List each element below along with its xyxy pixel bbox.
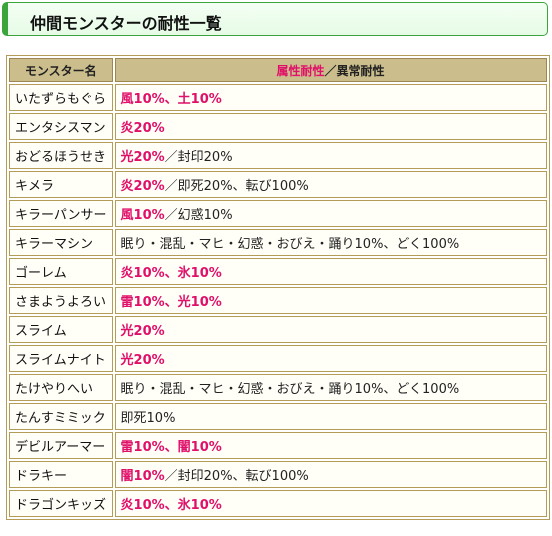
table-row: キラーパンサー 風10%／幻惑10% (9, 200, 547, 227)
monster-name-cell: たんすミミック (9, 403, 113, 430)
header-resistance: 属性耐性／異常耐性 (114, 58, 547, 82)
status-resistance: ／封印20%、転び100% (164, 469, 309, 484)
resistance-cell: 雷10%、光10% (114, 287, 547, 314)
status-resistance: 眠り・混乱・マヒ・幻惑・おびえ・踊り10%、どく100% (120, 237, 460, 252)
table-row: エンタシスマン 炎20% (9, 113, 547, 140)
attribute-resistance: 雷10%、闇10% (120, 440, 222, 455)
table-row: ゴーレム 炎10%、氷10% (9, 258, 547, 285)
header-separator: ／ (324, 63, 337, 78)
attribute-resistance: 闇10% (120, 469, 165, 484)
resistance-cell: 眠り・混乱・マヒ・幻惑・おびえ・踊り10%、どく100% (114, 229, 547, 256)
attribute-resistance: 光20% (120, 324, 165, 339)
header-attr-label: 属性耐性 (276, 63, 325, 78)
table-row: スライムナイト 光20% (9, 345, 547, 372)
status-resistance: ／封印20% (164, 150, 233, 165)
table-row: デビルアーマー 雷10%、闇10% (9, 432, 547, 459)
attribute-resistance: 炎10%、氷10% (120, 498, 222, 513)
monster-name-cell: デビルアーマー (9, 432, 113, 459)
page-title-box: 仲間モンスターの耐性一覧 (2, 2, 548, 36)
attribute-resistance: 炎20% (120, 121, 165, 136)
resistance-cell: 炎20%／即死20%、転び100% (114, 171, 547, 198)
resistance-cell: 雷10%、闇10% (114, 432, 547, 459)
attribute-resistance: 光20% (120, 353, 165, 368)
monster-name-cell: キメラ (9, 171, 113, 198)
resistance-cell: 光20% (114, 316, 547, 343)
monster-name-cell: キラーマシン (9, 229, 113, 256)
table-row: スライム 光20% (9, 316, 547, 343)
monster-name-cell: ドラゴンキッズ (9, 490, 113, 517)
monster-name-cell: さまようよろい (9, 287, 113, 314)
resistance-cell: 炎20% (114, 113, 547, 140)
resistance-cell: 風10%／幻惑10% (114, 200, 547, 227)
resistance-table: モンスター名 属性耐性／異常耐性 いたずらもぐら 風10%、土10% エンタシスマン… (6, 55, 550, 520)
monster-name-cell: ゴーレム (9, 258, 113, 285)
table-row: さまようよろい 雷10%、光10% (9, 287, 547, 314)
attribute-resistance: 雷10%、光10% (120, 295, 222, 310)
attribute-resistance: 風10%、土10% (120, 92, 222, 107)
monster-name-cell: おどるほうせき (9, 142, 113, 169)
table-row: キメラ 炎20%／即死20%、転び100% (9, 171, 547, 198)
status-resistance: ／幻惑10% (164, 208, 233, 223)
table-row: いたずらもぐら 風10%、土10% (9, 84, 547, 111)
monster-name-cell: いたずらもぐら (9, 84, 113, 111)
monster-name-cell: スライム (9, 316, 113, 343)
resistance-cell: 風10%、土10% (114, 84, 547, 111)
table-row: ドラキー 闇10%／封印20%、転び100% (9, 461, 547, 488)
monster-name-cell: ドラキー (9, 461, 113, 488)
resistance-cell: 炎10%、氷10% (114, 258, 547, 285)
status-resistance: ／即死20%、転び100% (164, 179, 309, 194)
table-row: ドラゴンキッズ 炎10%、氷10% (9, 490, 547, 517)
resistance-cell: 闇10%／封印20%、転び100% (114, 461, 547, 488)
resistance-cell: 即死10% (114, 403, 547, 430)
resistance-cell: 光20% (114, 345, 547, 372)
attribute-resistance: 光20% (120, 150, 165, 165)
attribute-resistance: 炎10%、氷10% (120, 266, 222, 281)
monster-name-cell: エンタシスマン (9, 113, 113, 140)
table-row: おどるほうせき 光20%／封印20% (9, 142, 547, 169)
table-header-row: モンスター名 属性耐性／異常耐性 (9, 58, 547, 82)
header-status-label: 異常耐性 (336, 63, 385, 78)
attribute-resistance: 風10% (120, 208, 165, 223)
table-row: たけやりへい 眠り・混乱・マヒ・幻惑・おびえ・踊り10%、どく100% (9, 374, 547, 401)
page-title: 仲間モンスターの耐性一覧 (30, 14, 222, 33)
table-row: キラーマシン 眠り・混乱・マヒ・幻惑・おびえ・踊り10%、どく100% (9, 229, 547, 256)
monster-name-cell: キラーパンサー (9, 200, 113, 227)
monster-name-cell: スライムナイト (9, 345, 113, 372)
status-resistance: 眠り・混乱・マヒ・幻惑・おびえ・踊り10%、どく100% (120, 382, 460, 397)
resistance-cell: 眠り・混乱・マヒ・幻惑・おびえ・踊り10%、どく100% (114, 374, 547, 401)
resistance-cell: 炎10%、氷10% (114, 490, 547, 517)
status-resistance: 即死10% (120, 411, 176, 426)
monster-name-cell: たけやりへい (9, 374, 113, 401)
table-row: たんすミミック 即死10% (9, 403, 547, 430)
attribute-resistance: 炎20% (120, 179, 165, 194)
resistance-cell: 光20%／封印20% (114, 142, 547, 169)
header-monster-name: モンスター名 (9, 58, 113, 82)
